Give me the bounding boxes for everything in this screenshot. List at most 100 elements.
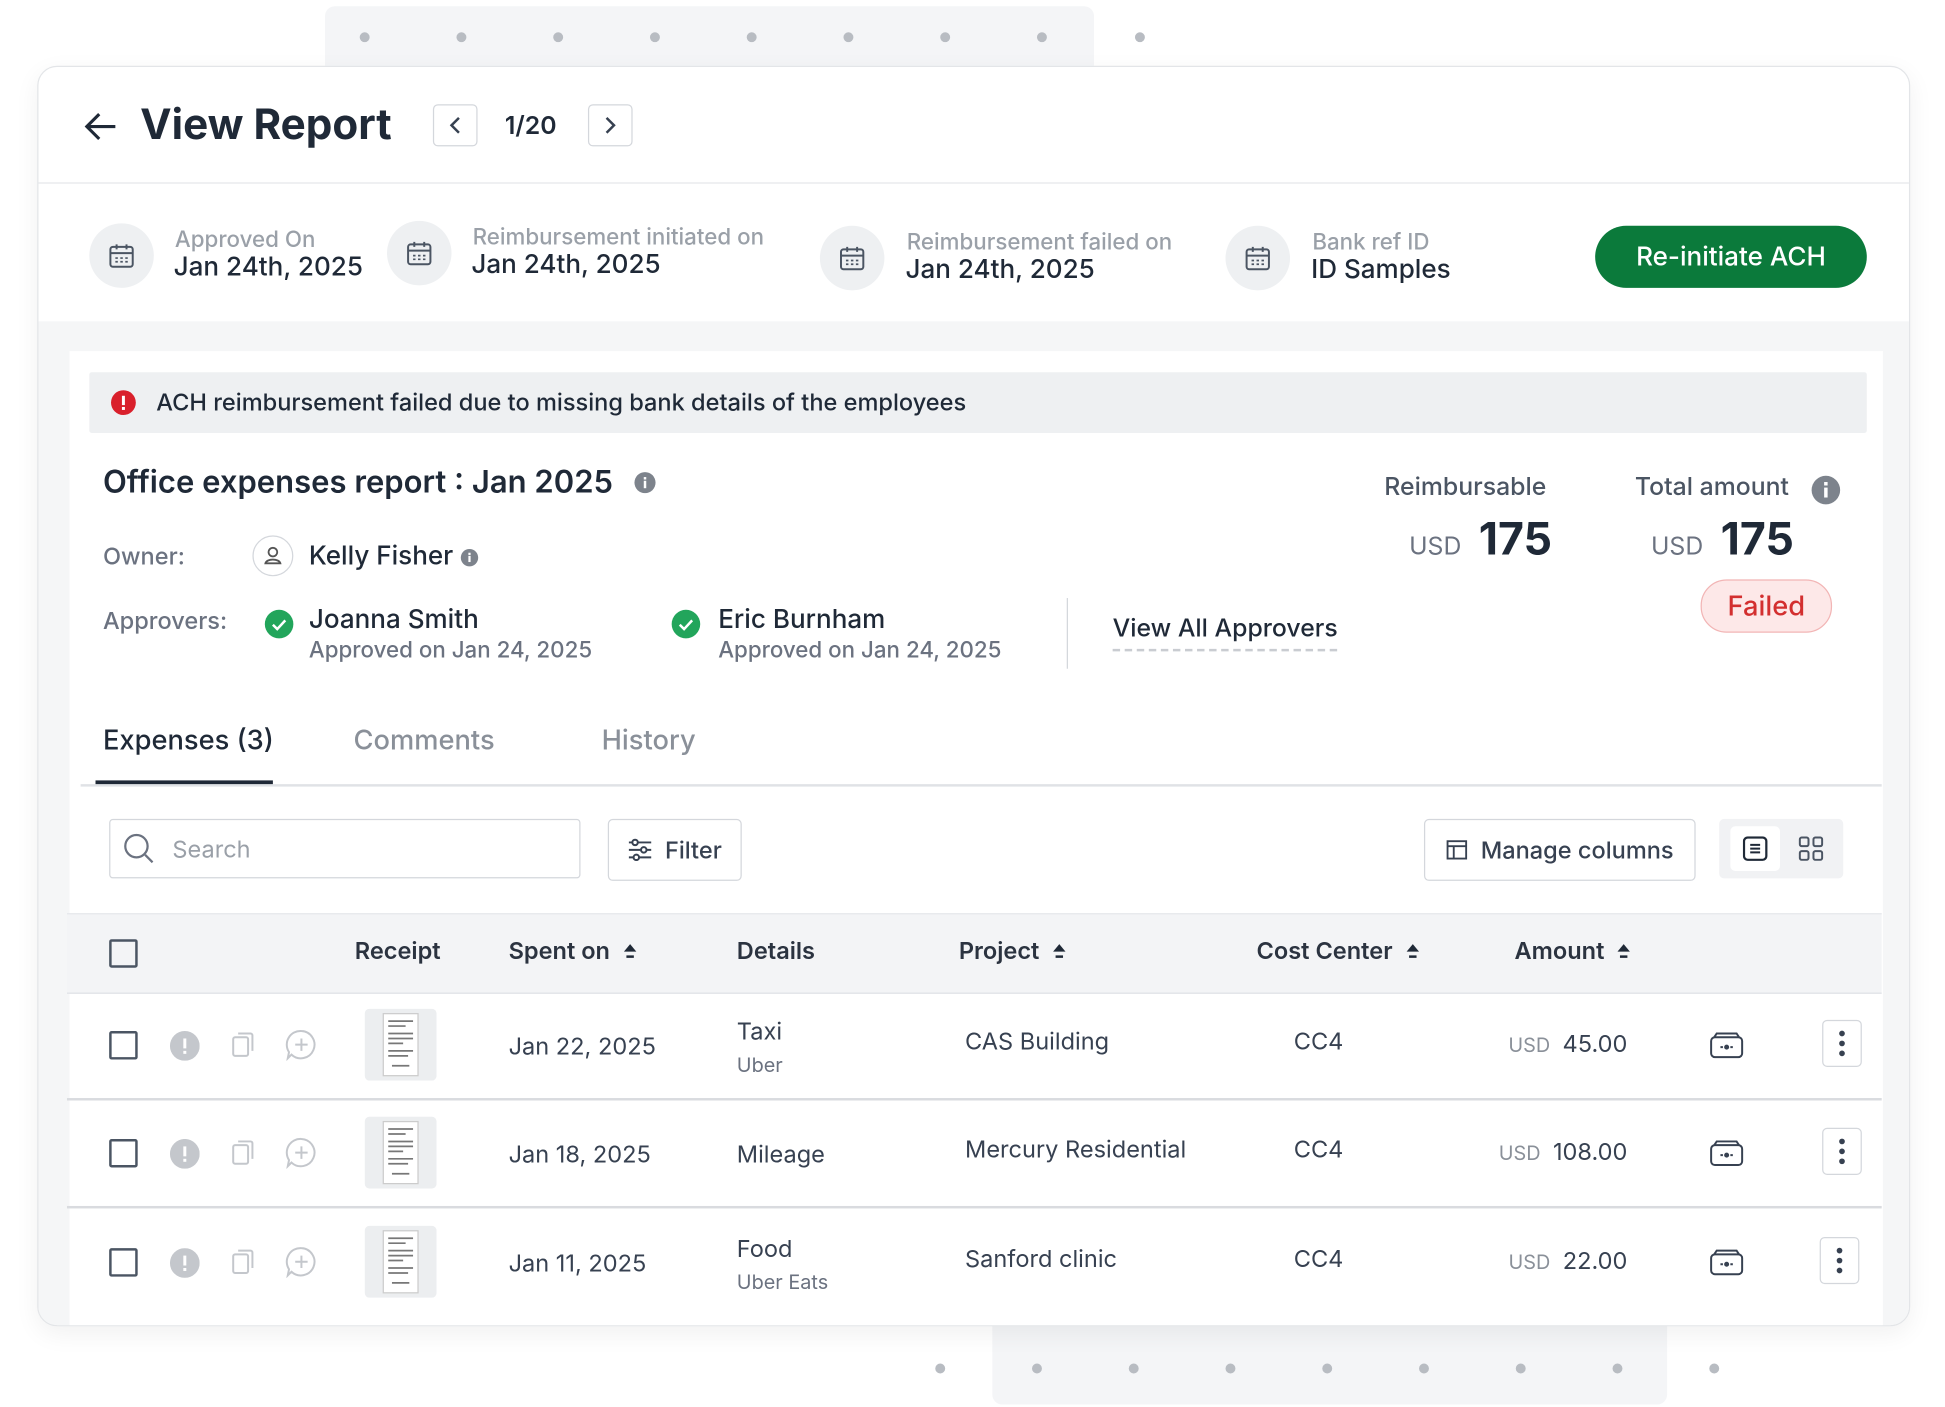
filter-label: Filter [664, 835, 722, 865]
amount: USD 22.00 [1509, 1247, 1628, 1276]
column-header[interactable]: Amount [1515, 937, 1632, 965]
owner-name: Kelly Fisher [308, 540, 454, 572]
currency: USD [1498, 1140, 1541, 1166]
filter-button[interactable]: Filter [607, 818, 742, 881]
manage-columns-button[interactable]: Manage columns [1423, 818, 1696, 881]
currency: USD [1508, 1249, 1551, 1275]
meta-value: Jan 24th, 2025 [471, 249, 661, 281]
column-title: Project [958, 936, 1040, 966]
reimbursable: USD 175 [1409, 511, 1552, 566]
back-arrow[interactable] [82, 109, 119, 144]
column-header: Receipt [355, 937, 441, 966]
payment-icon[interactable] [1709, 1140, 1744, 1172]
comment-icon[interactable] [285, 1246, 317, 1283]
dot [1709, 1363, 1720, 1374]
report-title: Office expenses report : Jan 2025 [102, 464, 614, 502]
active-tab-indicator [95, 780, 273, 785]
calendar-icon [407, 241, 432, 266]
copy-icon[interactable] [231, 1031, 256, 1063]
dot [1225, 1363, 1236, 1374]
select-all-checkbox[interactable] [109, 939, 138, 968]
row-menu[interactable] [1819, 1236, 1860, 1285]
meta-icon [819, 225, 885, 291]
cost-center: CC4 [1293, 1135, 1344, 1164]
grid-view-button[interactable] [1789, 826, 1834, 871]
tabs-line [80, 784, 1882, 786]
search-box[interactable]: Search [109, 818, 581, 879]
dot [1612, 1363, 1623, 1374]
backdrop [324, 6, 1095, 66]
approvers-label: Approvers: [102, 606, 228, 636]
list-view-button[interactable] [1730, 826, 1780, 871]
meta-icon [387, 220, 452, 286]
amount-value: 45.00 [1562, 1029, 1628, 1059]
next-button[interactable] [587, 104, 633, 147]
meta-value: Jan 24th, 2025 [173, 251, 363, 283]
dot [649, 32, 660, 43]
payment-icon[interactable] [1709, 1249, 1744, 1281]
copy-icon[interactable] [231, 1248, 256, 1280]
page-title: View Report [140, 99, 392, 151]
prev-button[interactable] [432, 104, 478, 147]
spent-on: Jan 11, 2025 [508, 1249, 647, 1278]
info-icon[interactable] [1811, 475, 1841, 505]
dot [935, 1363, 946, 1374]
row-checkbox[interactable] [109, 1138, 138, 1168]
comment-icon[interactable] [285, 1029, 317, 1066]
column-title: Cost Center [1256, 936, 1393, 966]
approver-name: Joanna Smith [308, 604, 479, 636]
details: Mileage [736, 1140, 825, 1169]
reinitiate-button[interactable]: Re-initiate ACH [1595, 225, 1867, 288]
row-checkbox[interactable] [109, 1248, 138, 1277]
row-menu[interactable] [1822, 1019, 1862, 1068]
spent-on: Jan 18, 2025 [508, 1140, 651, 1169]
meta-icon [89, 223, 154, 288]
column-header[interactable]: Project [958, 936, 1067, 966]
comment-icon[interactable] [285, 1136, 317, 1173]
row-menu[interactable] [1822, 1127, 1862, 1175]
row-checkbox[interactable] [109, 1031, 138, 1060]
meta-label: Bank ref ID [1312, 229, 1430, 256]
flag-icon[interactable] [169, 1248, 200, 1283]
project: Mercury Residential [965, 1135, 1187, 1164]
reimbursable-label: Reimbursable [1384, 471, 1547, 502]
dot [1128, 1363, 1139, 1374]
filter-icon [628, 838, 652, 862]
dot [1134, 32, 1145, 43]
details: Food [736, 1234, 793, 1264]
flag-icon[interactable] [169, 1138, 200, 1174]
dot [940, 32, 951, 43]
info-icon[interactable] [460, 548, 479, 567]
dot [1322, 1363, 1333, 1374]
column-title: Receipt [354, 936, 441, 966]
view-all-link[interactable]: View All Approvers [1112, 613, 1338, 652]
table-header [66, 913, 1882, 994]
meta-value: ID Samples [1311, 254, 1451, 286]
amount: 175 [1478, 511, 1553, 566]
total-label: Total amount [1634, 471, 1790, 502]
column-header[interactable]: Cost Center [1256, 936, 1420, 966]
column-header[interactable]: Spent on [509, 937, 638, 965]
calendar-icon [839, 246, 865, 271]
receipt-thumbnail[interactable] [364, 1008, 437, 1086]
payment-icon[interactable] [1709, 1032, 1744, 1064]
tab[interactable]: Expenses (3) [102, 724, 274, 757]
dot [359, 32, 370, 43]
tab[interactable]: Comments [353, 724, 495, 757]
tab[interactable]: History [601, 724, 696, 757]
row-divider [66, 1098, 1882, 1100]
dot [746, 32, 757, 43]
spent-on: Jan 22, 2025 [508, 1032, 656, 1061]
calendar-icon [109, 244, 134, 268]
approver-date: Approved on Jan 24, 2025 [718, 637, 1002, 664]
details: Taxi [736, 1017, 783, 1046]
amount: USD 108.00 [1499, 1138, 1628, 1167]
currency: USD [1650, 531, 1704, 561]
flag-icon[interactable] [169, 1031, 200, 1066]
copy-icon[interactable] [231, 1139, 256, 1171]
receipt-thumbnail[interactable] [364, 1225, 437, 1303]
info-icon[interactable] [634, 471, 656, 494]
owner-label: Owner: [102, 542, 185, 571]
column-title: Details [736, 936, 816, 966]
receipt-thumbnail[interactable] [364, 1116, 437, 1194]
